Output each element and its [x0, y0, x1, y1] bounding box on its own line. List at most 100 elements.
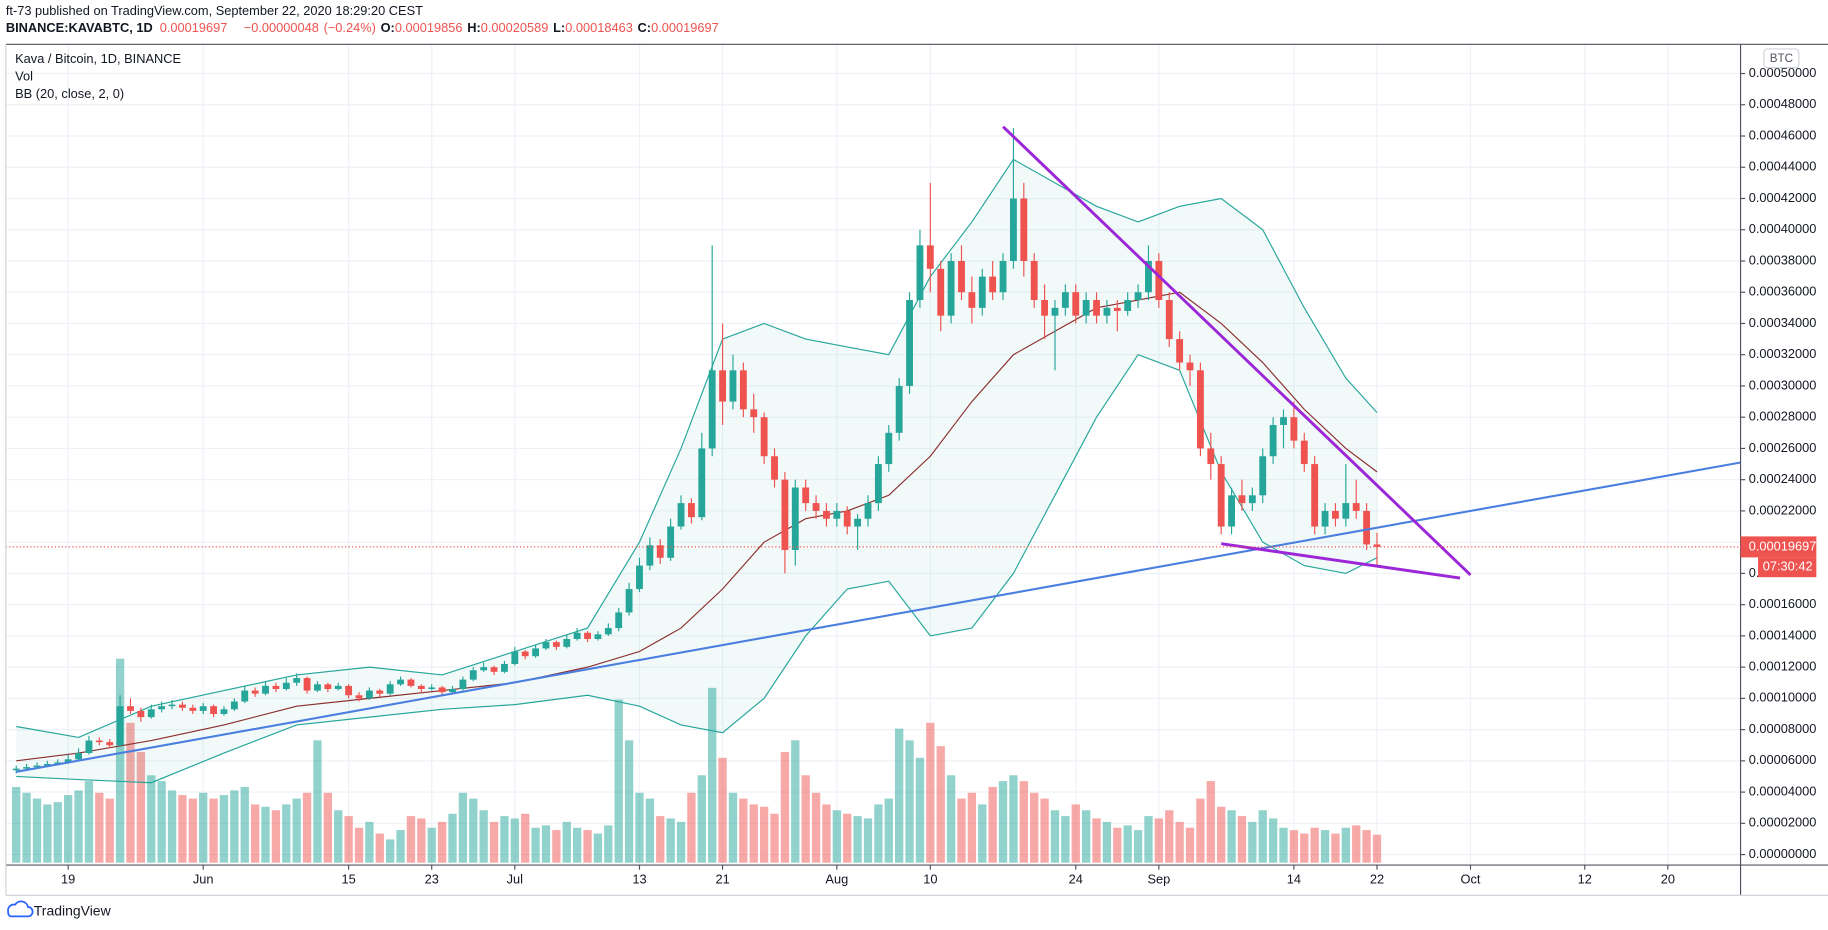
candle-body [262, 685, 269, 694]
open-label: O: [381, 21, 395, 36]
candle-body [95, 740, 103, 743]
y-tick-label: 0.00024000 [1749, 471, 1817, 486]
volume-bar [1081, 810, 1091, 863]
candle-body [397, 679, 404, 685]
legend-volume: Vol [15, 68, 33, 83]
volume-bar [874, 804, 883, 863]
volume-bar [1258, 810, 1267, 863]
candle-body [791, 487, 799, 550]
candle-body [272, 685, 280, 689]
volume-bar [998, 781, 1008, 863]
candle-body [345, 685, 353, 696]
candle-body [636, 565, 643, 590]
open-value: 0.00019856 [395, 21, 463, 36]
volume-bar [770, 813, 779, 863]
y-tick-label: 0.00000000 [1749, 846, 1817, 861]
candle-body [417, 685, 425, 689]
volume-bar [1300, 833, 1309, 863]
candle-body [937, 268, 945, 316]
volume-bar [489, 821, 499, 863]
x-tick-label: 13 [632, 872, 646, 887]
volume-bar [988, 786, 997, 863]
volume-bar [708, 687, 717, 863]
trend-line [1002, 125, 1472, 577]
candle-body [750, 409, 758, 418]
volume-bar [427, 827, 436, 863]
volume-bar [386, 839, 395, 863]
volume-bar [1071, 804, 1080, 863]
candle-body [739, 370, 747, 410]
volume-bar [510, 818, 519, 863]
candle-body [1124, 300, 1132, 311]
volume-bar [1206, 781, 1215, 863]
candle-body [1321, 510, 1329, 527]
y-tick-label: 0.00042000 [1749, 190, 1817, 205]
y-tick-label: 0.00044000 [1749, 159, 1817, 174]
candle-body [23, 767, 31, 769]
x-tick-label: Sep [1147, 872, 1170, 887]
y-tick-label: 0.00026000 [1749, 440, 1817, 455]
candle-body [843, 510, 851, 527]
volume-bar [1061, 816, 1070, 863]
volume-bar [552, 830, 561, 863]
candle-body [33, 765, 41, 768]
candle-body [64, 759, 72, 763]
candle-body [220, 709, 228, 714]
high-value: 0.00020589 [481, 21, 549, 36]
candle-body [210, 706, 218, 714]
candle-body [282, 682, 290, 689]
candle-body [1228, 495, 1235, 527]
x-tick-label: Aug [825, 872, 848, 887]
volume-bar [583, 830, 592, 863]
candle-body [386, 684, 394, 694]
x-tick-label: 19 [61, 872, 75, 887]
y-tick-label: 0.00022000 [1749, 502, 1817, 517]
countdown: 07:30:42 [1763, 559, 1813, 574]
volume-bar [1175, 821, 1184, 863]
candle-body [771, 456, 778, 480]
candle-body [75, 753, 82, 760]
volume-bar [271, 810, 281, 863]
volume-bar [780, 751, 790, 863]
volume-bar [209, 798, 218, 863]
volume-bar [448, 813, 457, 863]
last-price-tag [1740, 536, 1817, 558]
y-tick-label: 0.00006000 [1749, 752, 1817, 767]
candle-body [178, 704, 186, 708]
close-label: C: [638, 21, 652, 36]
candle-body [968, 292, 976, 308]
volume-bar [74, 790, 83, 863]
volume-bar [1268, 818, 1278, 863]
volume-bar [1165, 810, 1174, 863]
candle-body [978, 276, 986, 308]
volume-bar [157, 781, 166, 863]
volume-bar [521, 813, 530, 863]
y-tick-label: 0.00048000 [1749, 96, 1817, 111]
volume-bar [728, 792, 738, 863]
candle-body [552, 642, 560, 647]
volume-bar [105, 798, 114, 863]
candle-body [698, 448, 706, 518]
candle-body [501, 664, 508, 672]
volume-bar [1144, 816, 1153, 863]
volume-bar [126, 722, 135, 863]
volume-bar [791, 740, 800, 863]
volume-bar [739, 798, 748, 863]
currency-box [1763, 48, 1800, 69]
candle-body [324, 684, 332, 689]
candle-body [885, 432, 893, 465]
y-tick-label: 0.00036000 [1749, 284, 1817, 299]
candle-body [1061, 292, 1069, 308]
candle-body [895, 385, 903, 433]
candle-body [760, 417, 768, 457]
candle-body [428, 687, 436, 689]
y-tick-label: 0.00032000 [1749, 346, 1817, 361]
candle-body [147, 709, 155, 718]
y-tick-label: 0.00046000 [1749, 127, 1817, 142]
candle-body [708, 370, 716, 449]
band-fill [16, 159, 1377, 783]
legend-symbol: Kava / Bitcoin, 1D, BINANCE [15, 51, 181, 66]
